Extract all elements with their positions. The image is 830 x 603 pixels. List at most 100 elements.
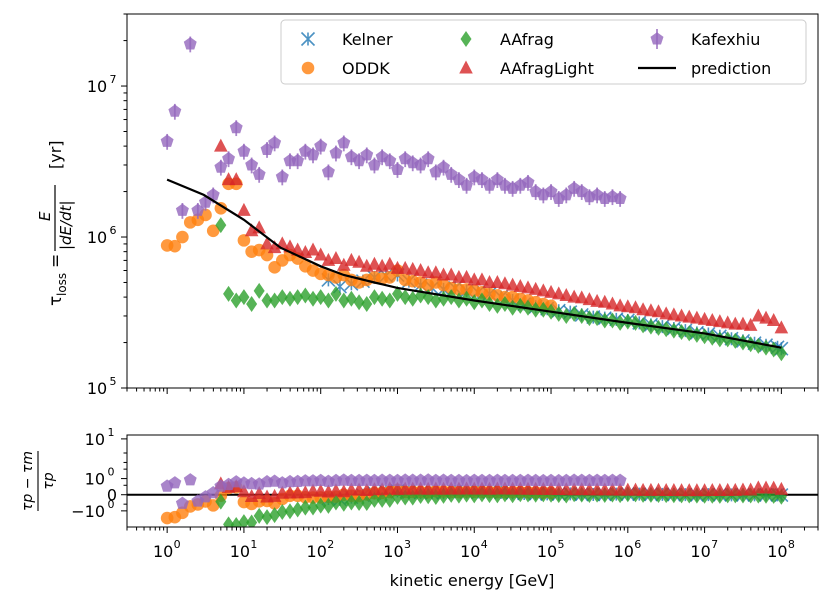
ylabel-sub-loss: loss	[55, 273, 69, 296]
point-aafrag	[391, 285, 403, 302]
res-ytick-label-exponent: 1	[108, 426, 115, 439]
point-aafraglight	[214, 138, 228, 152]
residual-point-aafrag	[230, 517, 242, 527]
res-ytick-label: 0	[107, 486, 117, 505]
main-x-ticks	[126, 388, 819, 394]
point-aafrag	[223, 285, 235, 302]
point-aafraglight	[605, 296, 620, 310]
point-aafrag	[330, 285, 342, 302]
point-kafexhiu	[222, 151, 235, 165]
point-kafexhiu	[337, 136, 351, 149]
point-aafrag	[691, 326, 703, 343]
xtick-label: 10	[767, 542, 787, 561]
point-aafraglight	[260, 236, 274, 250]
point-aafraglight	[367, 256, 382, 270]
residual-point-aafrag	[330, 494, 342, 511]
point-kafexhiu	[360, 148, 374, 161]
point-kafexhiu	[191, 203, 205, 216]
res-ytick-label: 10	[85, 470, 105, 489]
point-aafrag	[775, 345, 787, 362]
x-axis-label: kinetic energy [GeV]	[390, 571, 555, 590]
residual-point-aafrag	[307, 499, 319, 516]
point-aafraglight	[628, 300, 643, 314]
point-kafexhiu	[168, 104, 182, 117]
point-aafrag	[399, 289, 411, 306]
point-aafrag	[292, 289, 304, 306]
ylabel-numerator: E	[36, 211, 54, 221]
residual-point-aafrag	[246, 514, 258, 527]
residual-point-aafrag	[299, 499, 311, 516]
point-kafexhiu	[229, 120, 243, 134]
point-aafrag	[507, 299, 519, 316]
xtick-label-exponent: 7	[711, 538, 718, 551]
legend-label-kelner: Kelner	[342, 30, 393, 49]
point-aafrag	[322, 292, 334, 309]
residual-point-aafrag	[261, 509, 273, 526]
legend-swatch-aafrag	[460, 31, 472, 47]
point-aafrag	[246, 296, 258, 313]
xtick-label: 10	[614, 542, 634, 561]
point-aafrag	[284, 290, 296, 307]
ytick-label-exponent: 7	[110, 73, 117, 86]
point-aafrag	[737, 334, 749, 351]
ytick-label: 10	[87, 77, 107, 96]
point-aafrag	[560, 307, 572, 324]
point-aafraglight	[290, 242, 305, 256]
residual-point-aafrag	[376, 491, 388, 508]
point-oddk	[206, 224, 220, 238]
legend-label-prediction: prediction	[691, 59, 771, 78]
point-oddk	[214, 201, 228, 215]
legend-swatch-aafraglight	[459, 60, 473, 74]
point-aafraglight	[651, 304, 666, 318]
res-ytick-label: 10	[85, 430, 105, 449]
residual-point-aafrag	[361, 495, 373, 512]
point-aafraglight	[329, 251, 343, 265]
res-ytick-label-exponent: 0	[108, 466, 115, 479]
point-aafraglight	[313, 247, 328, 261]
point-aafrag	[468, 294, 480, 311]
residual-point-aafrag	[338, 495, 350, 512]
point-kafexhiu	[460, 178, 473, 191]
point-aafraglight	[283, 239, 297, 253]
residual-point-aafraglight	[237, 484, 251, 498]
point-kafexhiu	[613, 191, 627, 204]
ylabel-denominator: |dE/dt|	[57, 200, 75, 250]
point-aafraglight	[344, 252, 359, 266]
point-aafrag	[261, 292, 273, 309]
xtick-label-exponent: 5	[558, 538, 565, 551]
point-aafraglight	[574, 290, 589, 304]
xtick-label: 10	[383, 542, 403, 561]
residual-point-aafrag	[315, 497, 327, 514]
xtick-label-exponent: 8	[788, 538, 795, 551]
ytick-label: 10	[87, 379, 107, 398]
xtick-label: 10	[230, 542, 250, 561]
point-oddk	[168, 239, 182, 253]
xtick-label-exponent: 2	[327, 538, 334, 551]
point-kafexhiu	[175, 203, 189, 216]
point-kafexhiu	[421, 151, 435, 165]
point-aafrag	[253, 282, 265, 299]
residual-point-aafrag	[253, 507, 265, 524]
point-aafrag	[430, 292, 442, 309]
res-ytick-label: −10	[71, 502, 105, 521]
legend-swatch-kelner	[300, 31, 316, 47]
point-kafexhiu	[314, 139, 328, 152]
point-aafrag	[484, 296, 496, 313]
series-aafraglight	[214, 138, 789, 334]
ylabel-equals: =	[46, 254, 66, 268]
residual-point-aafrag	[215, 493, 227, 510]
residual-point-kafexhiu	[613, 473, 627, 486]
xtick-label: 10	[307, 542, 327, 561]
ytick-label-exponent: 5	[110, 375, 117, 388]
point-aafraglight	[413, 263, 428, 277]
residual-plot-area	[127, 473, 818, 527]
point-aafrag	[368, 289, 380, 306]
res-ytick-label-exponent: 0	[108, 498, 115, 511]
residual-point-aafraglight	[252, 486, 266, 500]
point-aafraglight	[306, 242, 320, 256]
xtick-label-exponent: 3	[404, 538, 411, 551]
point-kafexhiu	[306, 148, 320, 161]
xtick-label-exponent: 4	[481, 538, 488, 551]
point-aafrag	[353, 294, 365, 311]
